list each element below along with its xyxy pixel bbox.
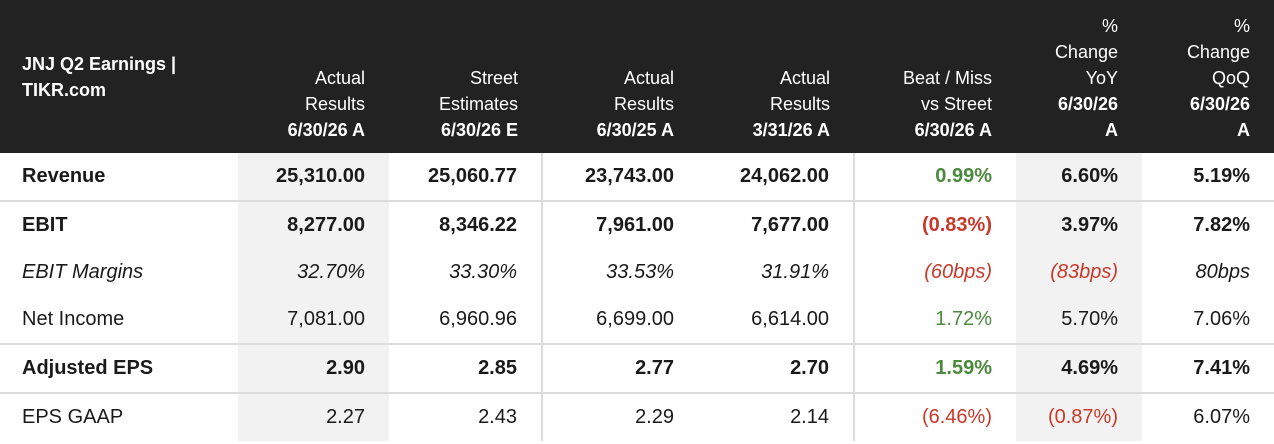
table-cell: 2.43 — [389, 392, 542, 441]
table-cell: 2.85 — [389, 343, 542, 393]
col-header-label: % Change YoY — [1054, 16, 1118, 88]
table-cell: 2.70 — [698, 343, 854, 393]
table-row-ebit-margins: EBIT Margins 32.70% 33.30% 33.53% 31.91%… — [0, 249, 1274, 296]
table-cell: 31.91% — [761, 261, 829, 283]
table-cell: 32.70% — [238, 249, 389, 296]
table-cell: 6.07% — [1142, 392, 1274, 441]
table-cell: 8,346.22 — [389, 200, 542, 249]
row-label: Net Income — [22, 308, 125, 330]
table-cell: 2.27 — [238, 392, 389, 441]
col-header-date: 6/30/26 A — [287, 120, 365, 140]
table-cell: 25,060.77 — [428, 165, 517, 187]
col-header-date: 6/30/26 A — [914, 120, 992, 140]
col-header-beat-miss: Beat / Miss vs Street 6/30/26 A — [854, 0, 1016, 153]
col-header-actual-q2-25: Actual Results 6/30/25 A — [542, 0, 698, 153]
col-header-label: Actual Results — [613, 68, 674, 114]
col-header-actual-q2-26: Actual Results 6/30/26 A — [238, 0, 389, 153]
table-cell: 7,677.00 — [698, 200, 854, 249]
table-cell: 1.59% — [853, 343, 1016, 393]
table-cell: 7.06% — [1193, 308, 1250, 330]
table-cell: 8,277.00 — [238, 200, 389, 249]
table-cell: 6,699.00 — [541, 296, 698, 344]
table-cell: 4.69% — [1016, 343, 1142, 393]
table-cell: 25,310.00 — [238, 153, 389, 201]
table-cell: 24,062.00 — [740, 165, 829, 187]
table-cell: 1.72% — [853, 296, 1016, 344]
table-cell: (6.46%) — [853, 392, 1016, 441]
col-header-label: Actual Results — [769, 68, 830, 114]
table-row-adjusted-eps: Adjusted EPS 2.90 2.85 2.77 2.70 1.59% 4… — [0, 343, 1274, 393]
col-header-date: 6/30/26 A — [1057, 94, 1118, 140]
table-cell: 6.60% — [1016, 153, 1142, 201]
table-cell: 33.53% — [541, 249, 698, 296]
table-row-net-income: Net Income 7,081.00 6,960.96 6,699.00 6,… — [0, 296, 1274, 344]
row-label: EBIT — [0, 200, 238, 249]
table-cell: 7.41% — [1142, 343, 1274, 393]
table-row-revenue: Revenue 25,310.00 25,060.77 23,743.00 24… — [0, 153, 1274, 201]
col-header-date: 6/30/26 A — [1189, 94, 1250, 140]
col-header-label: % Change QoQ — [1186, 16, 1250, 88]
table-cell: 6,614.00 — [751, 308, 829, 330]
table-cell: (83bps) — [1016, 249, 1142, 296]
table-row-ebit: EBIT 8,277.00 8,346.22 7,961.00 7,677.00… — [0, 200, 1274, 249]
table-cell: 3.97% — [1016, 200, 1142, 249]
table-cell: 33.30% — [449, 261, 517, 283]
row-label: EBIT Margins — [22, 261, 144, 283]
row-label: EPS GAAP — [0, 392, 238, 441]
table-cell: 5.70% — [1016, 296, 1142, 344]
table-cell: 2.14 — [698, 392, 854, 441]
col-header-change-qoq: % Change QoQ 6/30/26 A — [1142, 0, 1274, 153]
table-row-eps-gaap: EPS GAAP 2.27 2.43 2.29 2.14 (6.46%) (0.… — [0, 392, 1274, 441]
table-cell: 5.19% — [1193, 165, 1250, 187]
table-cell: 2.29 — [541, 392, 698, 441]
table-cell: (0.83%) — [853, 200, 1016, 249]
table-cell: 6,960.96 — [439, 308, 517, 330]
table-cell: 0.99% — [853, 153, 1016, 201]
col-header-actual-q1-26: Actual Results 3/31/26 A — [698, 0, 854, 153]
table-cell: 2.90 — [238, 343, 389, 393]
col-header-change-yoy: % Change YoY 6/30/26 A — [1016, 0, 1142, 153]
table-title: JNJ Q2 Earnings | TIKR.com — [22, 53, 177, 100]
col-header-label: Street Estimates — [438, 68, 518, 114]
table-cell: (60bps) — [853, 249, 1016, 296]
col-header-date: 6/30/26 E — [440, 120, 518, 140]
table-cell: 80bps — [1195, 261, 1251, 283]
row-label: Revenue — [22, 165, 106, 187]
table-cell: 7,081.00 — [238, 296, 389, 344]
col-header-label: Actual Results — [304, 68, 365, 114]
table-cell: 2.77 — [541, 343, 698, 393]
col-header-date: 6/30/25 A — [596, 120, 674, 140]
table-cell: 7,961.00 — [541, 200, 698, 249]
col-header-date: 3/31/26 A — [752, 120, 830, 140]
table-cell: 7.82% — [1142, 200, 1274, 249]
header-row: JNJ Q2 Earnings | TIKR.com Actual Result… — [0, 0, 1274, 153]
col-header-label: Beat / Miss vs Street — [902, 68, 992, 114]
table-cell: (0.87%) — [1016, 392, 1142, 441]
table-cell: 23,743.00 — [541, 153, 698, 201]
row-label: Adjusted EPS — [0, 343, 238, 393]
col-header-street-estimates: Street Estimates 6/30/26 E — [389, 0, 542, 153]
